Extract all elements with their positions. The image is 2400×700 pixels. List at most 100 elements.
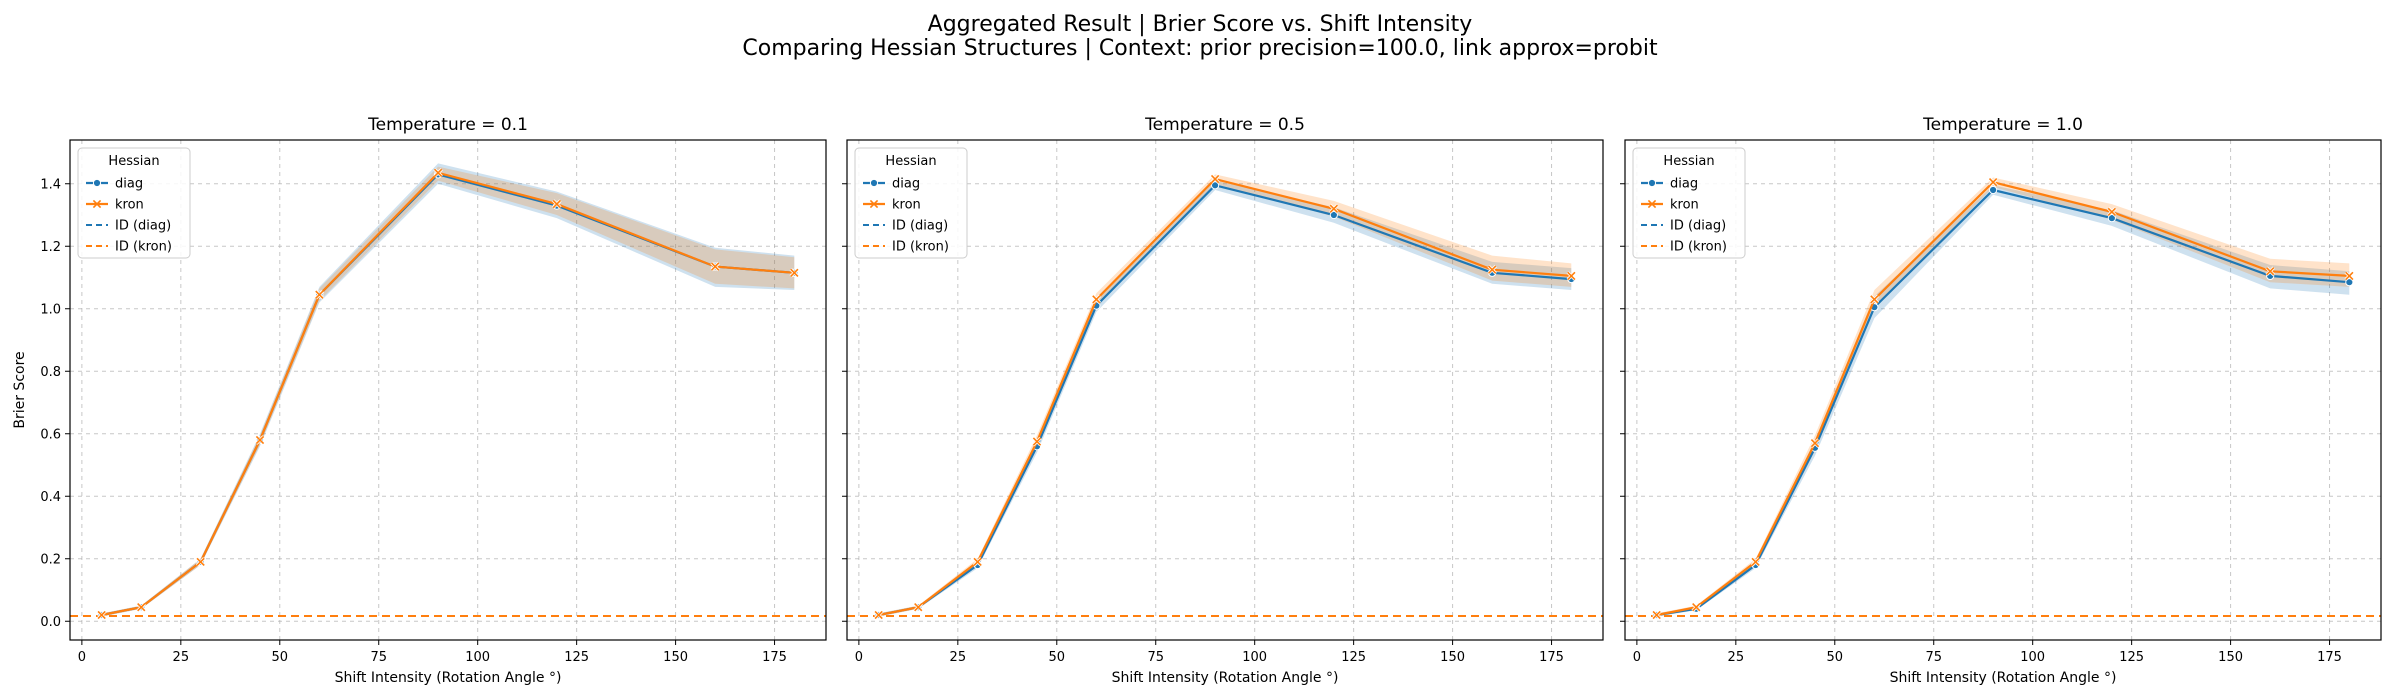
point-kron bbox=[1487, 264, 1497, 275]
legend-entry-label: kron bbox=[115, 198, 144, 213]
y-tick-label: 1.2 bbox=[40, 240, 61, 255]
legend-box bbox=[854, 147, 968, 259]
plot-frame bbox=[69, 139, 827, 641]
point-kron bbox=[1869, 294, 1880, 305]
legend-entry-label: ID (kron) bbox=[1670, 240, 1727, 255]
point-kron bbox=[1032, 436, 1042, 447]
x-axis-label: Shift Intensity (Rotation Angle °) bbox=[1890, 670, 2117, 686]
point-kron-stroke bbox=[1652, 610, 1661, 620]
point-kron bbox=[1210, 174, 1220, 184]
series-line-kron bbox=[1656, 180, 2350, 617]
panel-title: Temperature = 0.1 bbox=[367, 115, 528, 135]
point-kron-stroke bbox=[1032, 437, 1042, 446]
x-axis-label: Shift Intensity (Rotation Angle °) bbox=[1112, 670, 1339, 686]
panel-title: Temperature = 0.5 bbox=[1144, 115, 1305, 135]
point-kron-stroke bbox=[1092, 295, 1101, 304]
figure-title-line-1: Aggregated Result | Brier Score vs. Shif… bbox=[928, 12, 1473, 37]
legend-entry-label: ID (kron) bbox=[892, 240, 949, 255]
point-kron-stroke bbox=[1870, 295, 1879, 304]
x-tick-label: 50 bbox=[272, 650, 289, 665]
x-tick-label: 50 bbox=[1049, 650, 1066, 665]
plot-frame bbox=[1624, 139, 2382, 641]
x-tick-label: 125 bbox=[564, 650, 589, 665]
point-kron bbox=[2344, 271, 2355, 281]
legend-entry-label: kron bbox=[1670, 198, 1699, 213]
x-tick-label: 150 bbox=[2218, 650, 2243, 665]
point-kron bbox=[972, 557, 983, 567]
chart-panel-3: 0 25 50 75 100 125 150 175 Temperature = 1.0 Shif… bbox=[1620, 115, 2382, 686]
point-kron-stroke bbox=[1751, 557, 1760, 567]
legend-marker-kron bbox=[92, 199, 102, 209]
point-kron bbox=[789, 268, 800, 278]
legend-marker-diag bbox=[92, 178, 102, 188]
plot-frame bbox=[846, 139, 1604, 641]
point-kron-stroke bbox=[1329, 204, 1339, 213]
x-tick-label: 150 bbox=[663, 650, 688, 665]
y-tick-label: 0.8 bbox=[40, 365, 61, 380]
legend-title: Hessian bbox=[1663, 154, 1714, 169]
point-kron-stroke bbox=[196, 557, 205, 567]
legend-entry-label: diag bbox=[115, 177, 143, 192]
legend-entry-label: ID (diag) bbox=[1670, 219, 1726, 234]
point-kron-stroke bbox=[2345, 271, 2354, 281]
legend-entry-label: kron bbox=[892, 198, 921, 213]
panel-title: Temperature = 1.0 bbox=[1922, 115, 2083, 135]
point-kron bbox=[255, 435, 265, 445]
point-kron-stroke bbox=[2107, 207, 2117, 217]
point-kron-stroke bbox=[1810, 438, 1820, 448]
point-kron bbox=[1651, 610, 1662, 620]
legend-entry-label: ID (diag) bbox=[892, 219, 948, 234]
legend-box bbox=[77, 147, 191, 259]
x-tick-label: 25 bbox=[173, 650, 190, 665]
chart-panel-1: 0 25 50 75 100 125 150 175 0.0 0.2 0.4 0.6 0.8 1.0 1.2… bbox=[12, 115, 827, 686]
point-kron-stroke bbox=[1988, 178, 1998, 187]
point-kron-stroke bbox=[137, 603, 146, 612]
legend-entry-label: ID (diag) bbox=[115, 219, 171, 234]
point-kron-stroke bbox=[790, 268, 799, 277]
point-kron bbox=[1810, 438, 1820, 448]
point-kron bbox=[1566, 271, 1577, 281]
x-tick-label: 100 bbox=[2020, 650, 2045, 665]
legend-box bbox=[1632, 147, 1746, 259]
legend-marker-kron bbox=[1647, 199, 1657, 209]
figure-title-line-2: Comparing Hessian Structures | Context: … bbox=[742, 36, 1658, 61]
point-kron bbox=[873, 610, 884, 620]
point-kron bbox=[552, 199, 562, 209]
point-kron-stroke bbox=[315, 290, 324, 299]
legend-entry-label: ID (kron) bbox=[115, 240, 172, 255]
legend-title: Hessian bbox=[108, 154, 159, 169]
legend-entry-label: diag bbox=[1670, 177, 1698, 192]
y-tick-label: 1.0 bbox=[40, 302, 61, 317]
point-kron-stroke bbox=[1567, 271, 1576, 281]
y-axis-label: Brier Score bbox=[12, 351, 28, 428]
x-tick-label: 175 bbox=[1539, 650, 1564, 665]
point-kron bbox=[1750, 557, 1761, 567]
x-tick-label: 75 bbox=[370, 650, 387, 665]
series-line-kron bbox=[878, 177, 1572, 617]
point-kron-stroke bbox=[711, 262, 720, 271]
point-kron bbox=[195, 557, 206, 567]
x-tick-label: 75 bbox=[1925, 650, 1942, 665]
legend-marker-kron bbox=[869, 199, 879, 209]
point-kron bbox=[2265, 266, 2275, 276]
legend-marker-diag bbox=[869, 178, 879, 188]
point-kron bbox=[710, 261, 720, 272]
point-diag bbox=[2345, 278, 2354, 287]
point-kron bbox=[314, 289, 325, 300]
point-kron bbox=[913, 602, 923, 612]
y-tick-label: 0.2 bbox=[40, 552, 61, 567]
y-tick-label: 0.0 bbox=[40, 615, 61, 630]
point-diag bbox=[1211, 181, 1220, 190]
point-kron bbox=[1988, 177, 1998, 187]
point-kron bbox=[136, 602, 146, 612]
point-kron-stroke bbox=[1210, 174, 1220, 184]
point-kron-stroke bbox=[255, 435, 265, 445]
x-tick-label: 175 bbox=[2317, 650, 2342, 665]
x-tick-label: 25 bbox=[950, 650, 967, 665]
point-kron-stroke bbox=[973, 557, 982, 567]
legend-title: Hessian bbox=[885, 154, 936, 169]
legend: Hessian diag kron ID (diag) ID (kron) bbox=[854, 147, 968, 259]
point-kron bbox=[1691, 602, 1701, 612]
point-kron-stroke bbox=[874, 610, 883, 620]
